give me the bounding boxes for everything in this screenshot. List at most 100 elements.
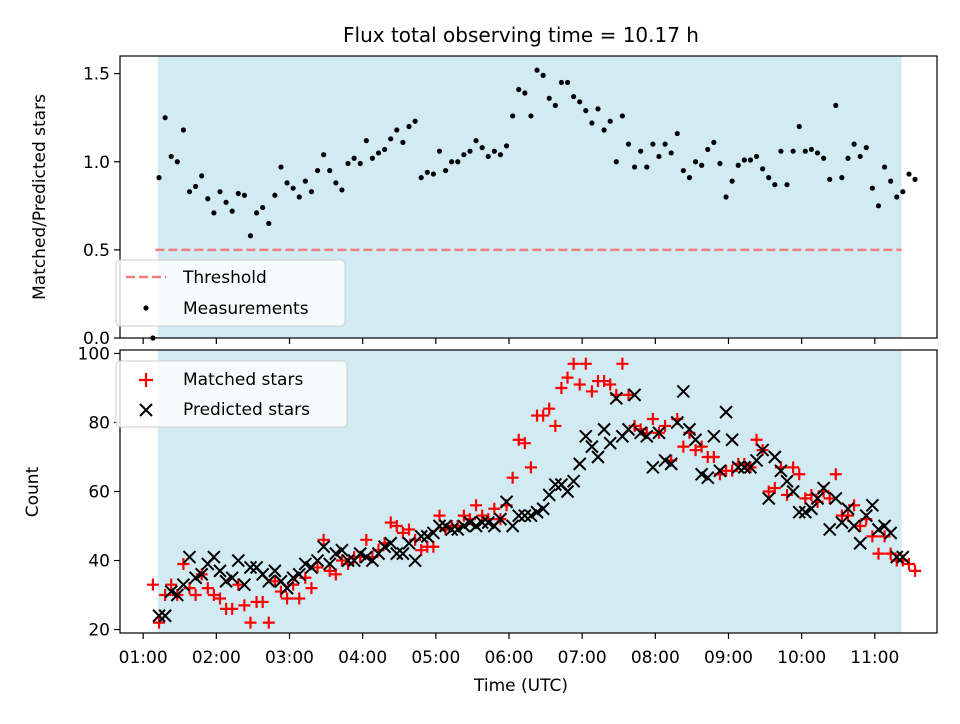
matched-star-point: [317, 533, 330, 546]
ratio-y-ticks: 0.0 0.5 1.0 1.5: [83, 65, 120, 349]
predicted-star-point: [890, 550, 904, 564]
predicted-star-point: [548, 477, 563, 492]
measurement-point: [436, 148, 443, 154]
matched-star-point: [854, 520, 867, 533]
measurement-point: [802, 148, 808, 154]
count-panel: 20 40 60 80 100 01:00 02:00 03:00 04:00 05:00 06:…: [23, 344, 938, 696]
measurement-point: [418, 175, 424, 181]
count-legend-box: [115, 360, 348, 428]
matched-star-point: [750, 433, 763, 446]
predicted-star-point: [768, 450, 782, 464]
predicted-star-point: [420, 529, 434, 544]
predicted-star-point: [853, 536, 867, 550]
matched-star-point: [323, 564, 336, 577]
predicted-star-point: [786, 484, 800, 499]
matched-star-point: [872, 547, 885, 560]
matched-star-point: [457, 509, 470, 522]
measurement-point: [296, 194, 302, 200]
matched-star-point: [293, 592, 306, 605]
measurement-point: [424, 169, 430, 175]
matched-star-point: [390, 520, 403, 533]
matched-star-point: [787, 461, 800, 474]
measurement-point: [881, 164, 888, 170]
ratio-y-tick-label: 1.0: [83, 153, 110, 173]
matched-star-point: [555, 381, 568, 394]
matched-star-point: [226, 602, 239, 615]
measurement-point: [577, 99, 583, 105]
measurement-point: [784, 182, 790, 188]
legend-predicted-label: Predicted stars: [183, 400, 310, 420]
measurement-point: [546, 95, 552, 101]
predicted-star-point: [682, 422, 697, 437]
predicted-star-point: [219, 574, 233, 588]
measurement-point: [205, 196, 211, 202]
predicted-star-point: [792, 505, 806, 519]
predicted-star-point: [530, 505, 544, 519]
measurement-point: [839, 175, 845, 181]
count-x-tick-label: 02:00: [192, 648, 241, 668]
matched-star-point: [585, 385, 598, 398]
measurement-point: [680, 167, 686, 174]
count-x-tick-label: 06:00: [484, 648, 533, 668]
predicted-star-point: [353, 546, 367, 561]
predicted-star-point: [652, 426, 666, 440]
predicted-star-point: [268, 564, 282, 578]
predicted-star-point: [560, 484, 575, 499]
predicted-star-point: [207, 550, 221, 564]
measurement-point: [595, 106, 601, 112]
measurement-point: [235, 190, 241, 197]
count-x-tick-label: 04:00: [338, 648, 387, 668]
measurement-point: [619, 113, 625, 119]
measurement-point: [314, 167, 321, 174]
matched-star-point: [512, 433, 525, 446]
measurement-point: [631, 164, 638, 170]
matched-star-point: [567, 357, 580, 370]
count-x-tick-label: 09:00: [704, 648, 753, 668]
matched-star-point: [262, 616, 275, 629]
predicted-star-point: [231, 553, 245, 568]
measurement-point: [406, 123, 412, 130]
predicted-star-point: [444, 522, 459, 537]
legend-threshold-label: Threshold: [182, 268, 267, 288]
measurement-point: [510, 113, 516, 119]
measurement-point: [571, 93, 577, 100]
matched-star-point: [433, 509, 446, 522]
matched-star-point: [244, 616, 257, 629]
measurement-point: [820, 155, 827, 161]
matched-star-point: [659, 419, 672, 432]
count-y-ticks: 20 40 60 80 100: [78, 344, 120, 641]
predicted-star-point: [835, 515, 849, 530]
predicted-star-point: [176, 577, 191, 592]
predicted-star-point: [243, 560, 258, 575]
measurement-point: [875, 203, 882, 209]
matched-star-point: [579, 357, 592, 370]
predicted-star-point: [298, 557, 313, 571]
matched-star-point: [281, 592, 294, 605]
matched-star-point: [402, 523, 415, 536]
chart-title: Flux total observing time = 10.17 h: [343, 23, 699, 47]
matched-star-point: [537, 409, 550, 422]
measurement-point: [601, 127, 607, 133]
measurement-point: [900, 189, 906, 195]
matched-star-point: [799, 492, 812, 505]
predicted-star-point: [280, 581, 294, 595]
predicted-star-point: [719, 405, 733, 419]
ratio-x-ticks: [142, 338, 876, 344]
measurement-point: [735, 162, 741, 168]
measurement-point: [790, 148, 796, 154]
matched-star-point: [396, 526, 409, 539]
matched-star-point: [189, 589, 202, 602]
measurement-point: [723, 194, 729, 200]
measurement-point: [766, 175, 772, 181]
predicted-star-point: [499, 495, 514, 509]
measurement-point: [845, 155, 851, 161]
predicted-star-point: [816, 481, 831, 495]
predicted-star-point: [737, 460, 752, 475]
measurement-point: [284, 180, 290, 186]
matched-star-point: [305, 582, 318, 595]
predicted-star-point: [676, 384, 691, 399]
matched-star-point: [518, 437, 531, 450]
count-y-tick-label: 20: [88, 621, 110, 641]
measurement-point: [467, 148, 473, 154]
matched-star-point: [415, 544, 428, 557]
